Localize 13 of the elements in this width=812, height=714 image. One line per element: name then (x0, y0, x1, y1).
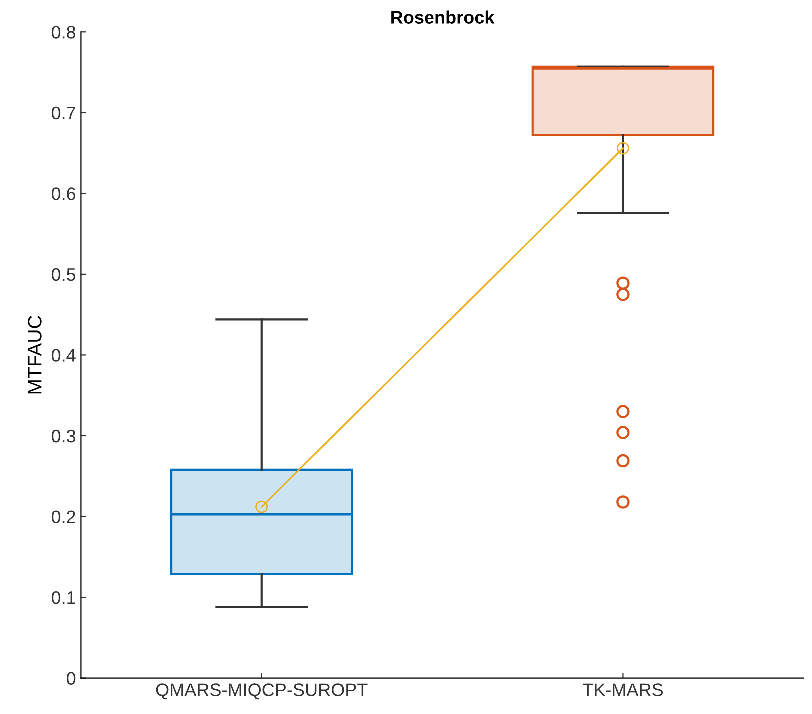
y-axis-title: MTFAUC (28, 316, 42, 394)
x-tick-label: QMARS-MIQCP-SUROPT (156, 684, 368, 700)
y-tick-label: 0.3 (52, 430, 76, 443)
y-tick-label: 0.5 (52, 268, 76, 282)
y-tick-label: 0.1 (52, 591, 76, 604)
y-tick-label: 0.2 (52, 510, 76, 524)
x-tick-label: TK-MARS (582, 684, 664, 696)
y-tick-label: 0.7 (52, 106, 76, 120)
y-tick-label: 0.4 (52, 349, 76, 362)
y-tick-label: 0.8 (52, 26, 76, 39)
chart-title: Rosenbrock (392, 10, 495, 24)
y-tick-label: 0 (67, 672, 76, 686)
y-tick-label: 0.6 (52, 188, 76, 200)
